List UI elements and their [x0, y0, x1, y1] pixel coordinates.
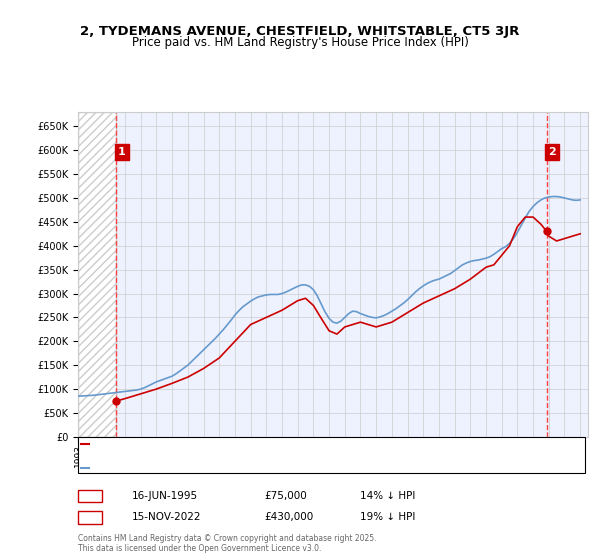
Text: 16-JUN-1995: 16-JUN-1995 — [132, 491, 198, 501]
Text: 1: 1 — [118, 147, 126, 157]
Text: 2: 2 — [86, 512, 94, 522]
Text: 2: 2 — [548, 147, 556, 157]
Text: Contains HM Land Registry data © Crown copyright and database right 2025.
This d: Contains HM Land Registry data © Crown c… — [78, 534, 377, 553]
Text: Price paid vs. HM Land Registry's House Price Index (HPI): Price paid vs. HM Land Registry's House … — [131, 36, 469, 49]
Text: 14% ↓ HPI: 14% ↓ HPI — [360, 491, 415, 501]
Text: £75,000: £75,000 — [264, 491, 307, 501]
Text: HPI: Average price, detached house, Canterbury: HPI: Average price, detached house, Cant… — [90, 460, 308, 469]
Text: 1: 1 — [86, 491, 94, 501]
Bar — [78, 112, 116, 437]
Text: 2, TYDEMANS AVENUE, CHESTFIELD, WHITSTABLE, CT5 3JR: 2, TYDEMANS AVENUE, CHESTFIELD, WHITSTAB… — [80, 25, 520, 38]
Text: £430,000: £430,000 — [264, 512, 313, 522]
Text: 19% ↓ HPI: 19% ↓ HPI — [360, 512, 415, 522]
Text: 2, TYDEMANS AVENUE, CHESTFIELD, WHITSTABLE, CT5 3JR (detached house): 2, TYDEMANS AVENUE, CHESTFIELD, WHITSTAB… — [90, 445, 436, 454]
Text: 15-NOV-2022: 15-NOV-2022 — [132, 512, 202, 522]
